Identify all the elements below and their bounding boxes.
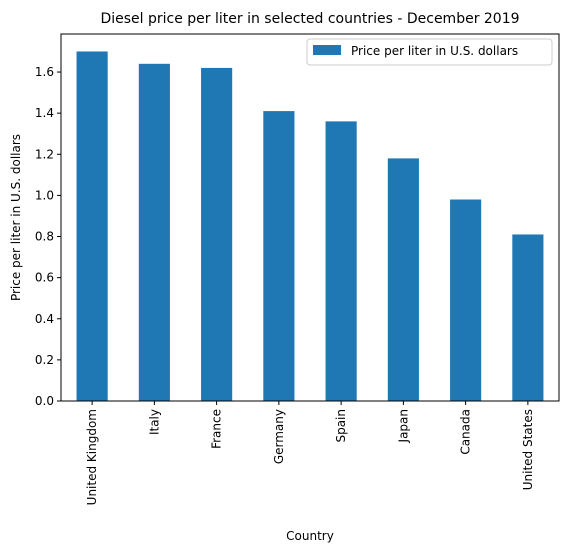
y-tick-label: 0.6 (35, 271, 54, 285)
x-tick-label: Spain (334, 409, 348, 443)
legend: Price per liter in U.S. dollars (307, 39, 552, 65)
chart-title: Diesel price per liter in selected count… (100, 11, 519, 27)
bar-united-kingdom (77, 51, 108, 401)
y-axis-label: Price per liter in U.S. dollars (9, 134, 23, 301)
bar-canada (450, 200, 481, 401)
y-tick-label: 1.0 (35, 188, 54, 202)
x-tick-label: Germany (272, 409, 286, 464)
x-axis-label: Country (286, 529, 334, 543)
y-tick-label: 1.6 (35, 65, 54, 79)
y-tick-label: 0.8 (35, 230, 54, 244)
plot-frame (61, 34, 559, 401)
bar-united-states (512, 234, 543, 401)
bar-japan (388, 158, 419, 401)
bar-germany (263, 111, 294, 401)
y-tick-label: 0.2 (35, 353, 54, 367)
x-tick-label: France (210, 409, 224, 449)
bar-spain (326, 121, 357, 401)
legend-label: Price per liter in U.S. dollars (351, 44, 518, 58)
bar-italy (139, 64, 170, 401)
x-axis: United Kingdom Italy France Germany Spain Jap… (85, 401, 535, 505)
y-tick-label: 1.2 (35, 147, 54, 161)
y-tick-label: 1.4 (35, 106, 54, 120)
x-tick-label: Japan (396, 409, 410, 443)
legend-swatch (313, 45, 341, 55)
x-tick-label: United Kingdom (85, 409, 99, 505)
y-tick-label: 0.0 (35, 394, 54, 408)
x-tick-label: United States (521, 409, 535, 490)
bar-france (201, 68, 232, 401)
bars-group (77, 51, 544, 401)
y-axis: 0.0 0.2 0.4 0.6 0.8 1.0 1.2 1.4 1.6 (35, 65, 61, 408)
y-tick-label: 0.4 (35, 312, 54, 326)
x-tick-label: Canada (459, 409, 473, 455)
x-tick-label: Italy (147, 409, 161, 435)
